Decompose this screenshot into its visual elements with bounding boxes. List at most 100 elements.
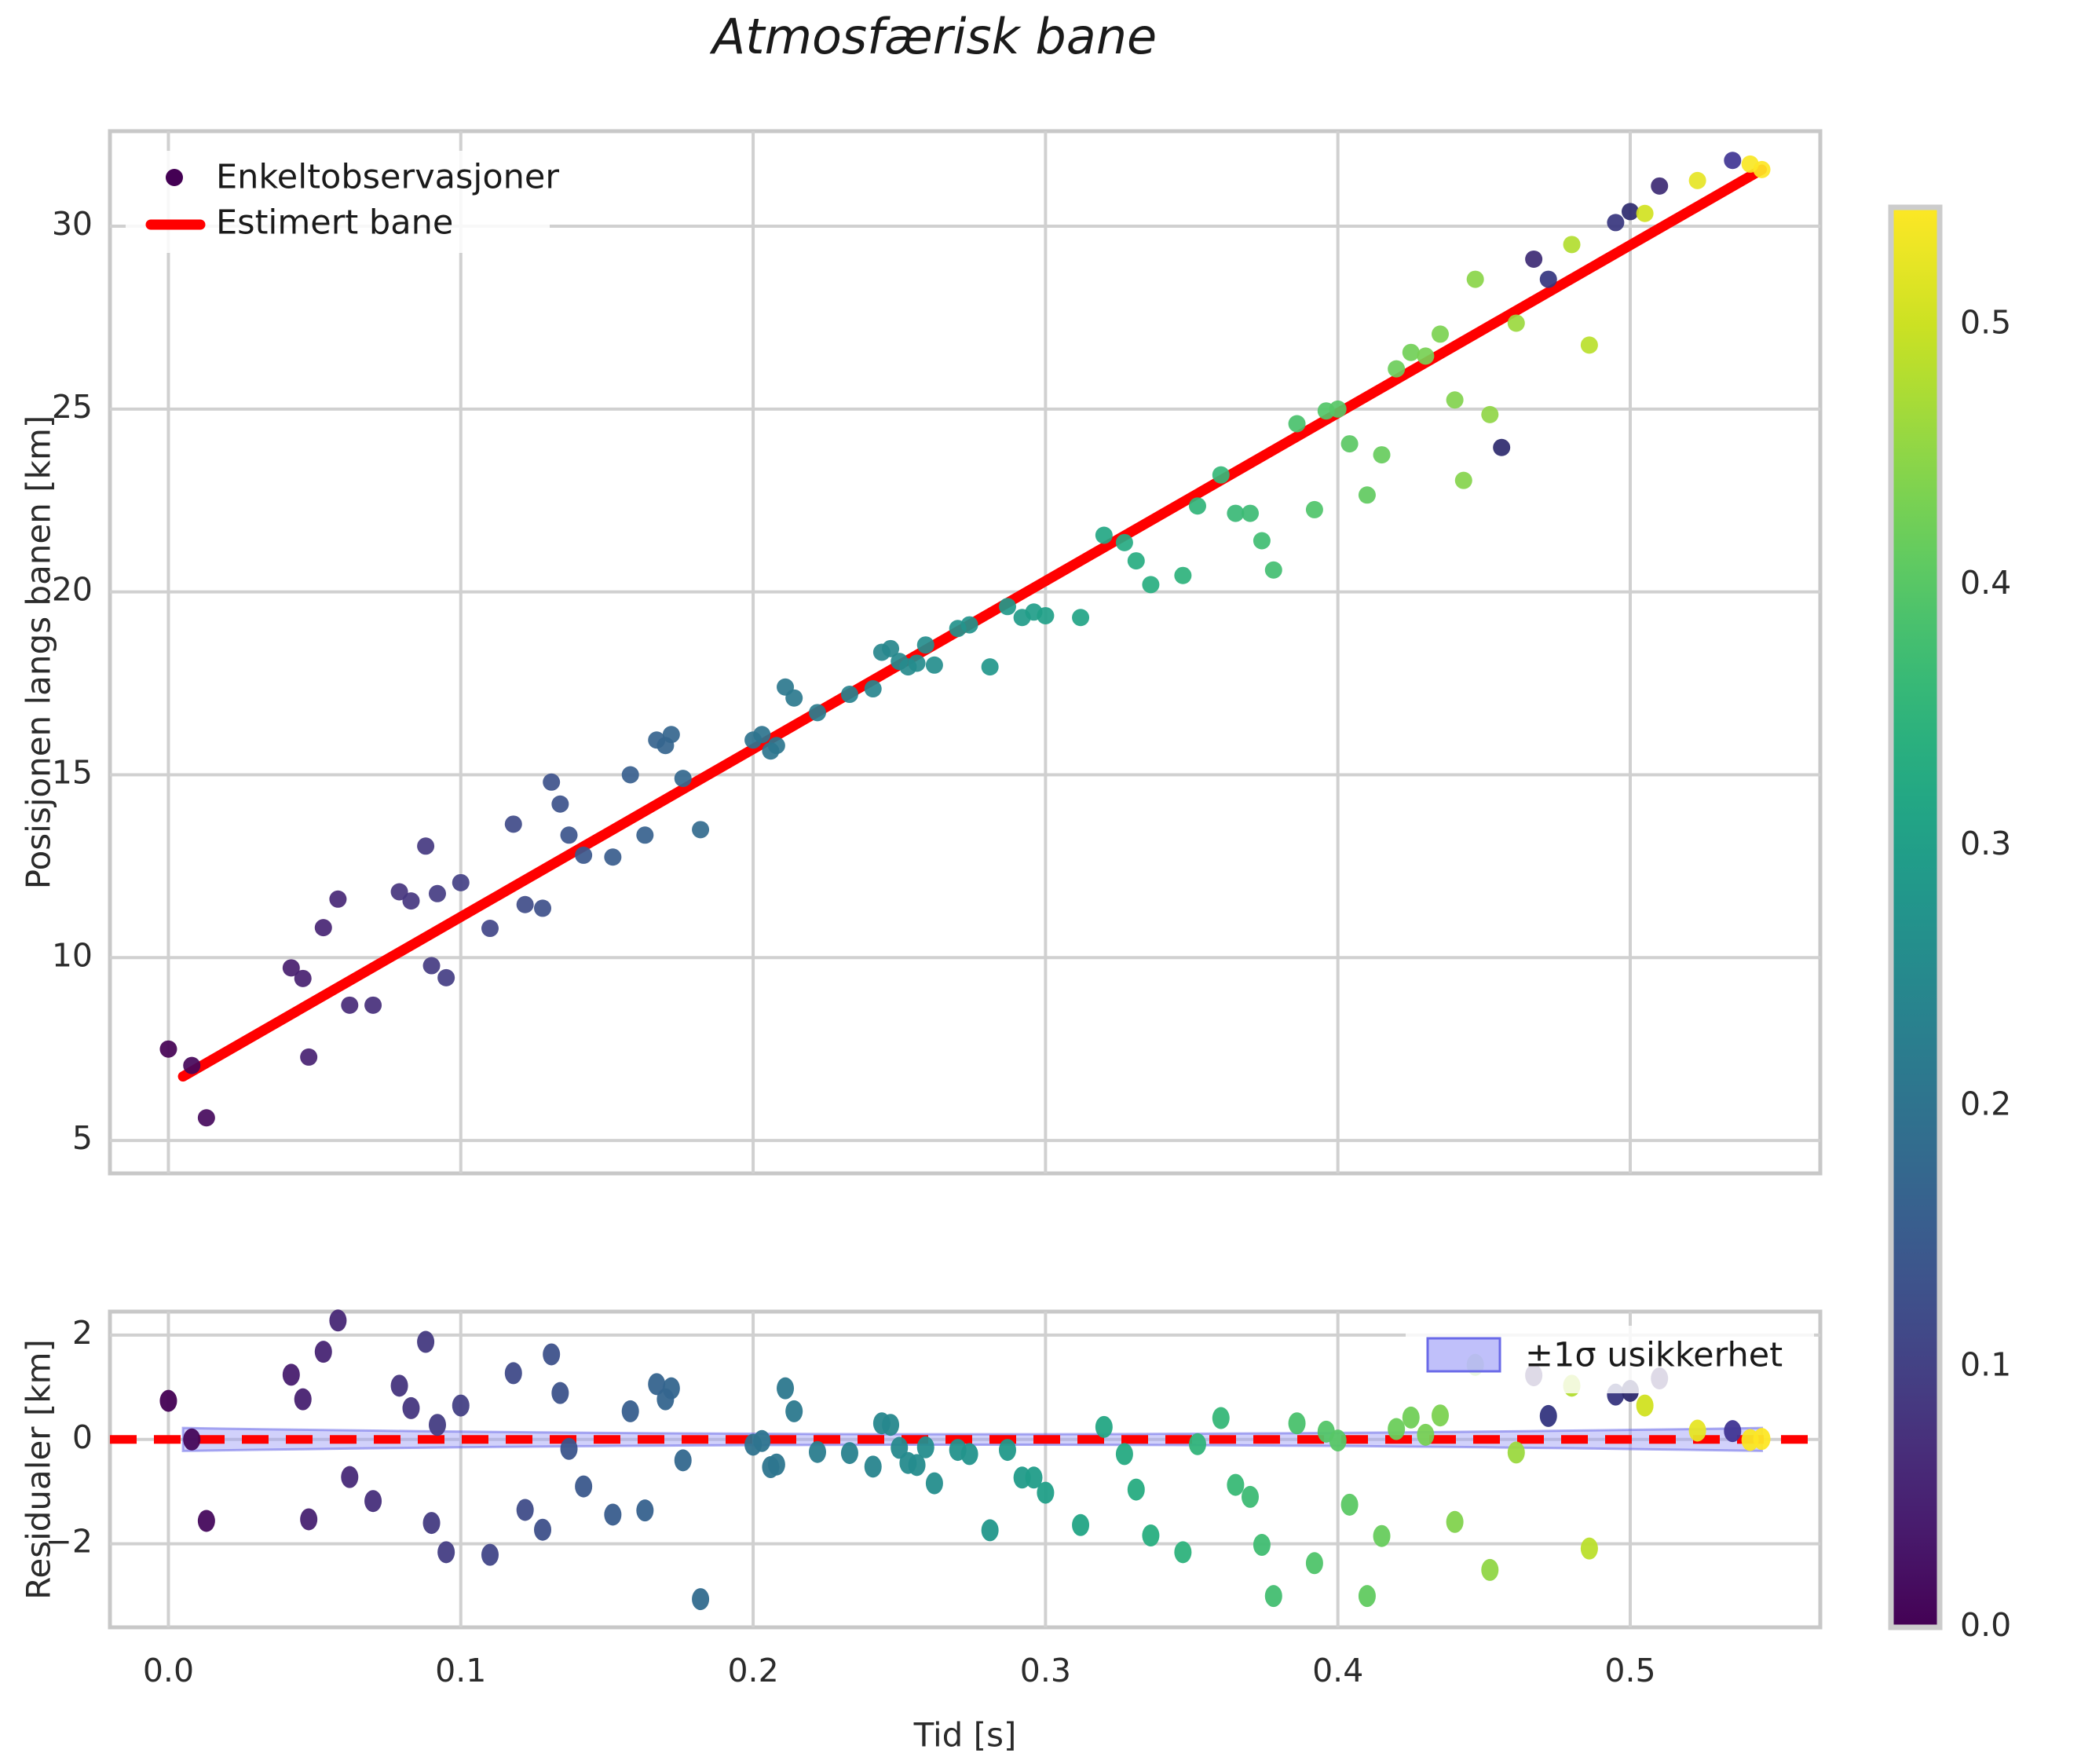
resid-point [364, 1490, 382, 1513]
resid-point [864, 1455, 882, 1478]
resid-point [1188, 1433, 1206, 1455]
resid-point [621, 1400, 639, 1422]
resid-point [998, 1439, 1016, 1462]
scatter-point [159, 1040, 177, 1058]
scatter-point [1188, 497, 1206, 515]
resid-point [390, 1374, 408, 1397]
resid-point [159, 1389, 177, 1412]
scatter-point [543, 773, 561, 791]
resid-ylabel: Residualer [km] [20, 1339, 58, 1600]
colorbar-tick-label: 0.2 [1960, 1085, 2011, 1123]
scatter-point [1724, 152, 1742, 170]
scatter-point [636, 826, 654, 844]
scatter-point [341, 996, 359, 1014]
scatter-point [504, 815, 522, 833]
legend-marker-band [1426, 1337, 1501, 1373]
xtick-label: 0.4 [1312, 1652, 1363, 1689]
resid-point [882, 1414, 900, 1436]
scatter-point [282, 959, 300, 977]
resid-point [1446, 1510, 1464, 1533]
resid-point [534, 1518, 552, 1541]
scatter-point [1446, 391, 1464, 409]
resid-point [692, 1588, 710, 1611]
scatter-point [437, 968, 455, 986]
scatter-point [1688, 171, 1706, 189]
scatter-point [1651, 177, 1669, 195]
scatter-point [1264, 561, 1282, 579]
resid-point [282, 1363, 300, 1386]
colorbar-tick-label: 0.4 [1960, 564, 2011, 602]
colorbar-tick-label: 0.0 [1960, 1606, 2011, 1644]
scatter-point [1525, 250, 1543, 268]
scatter-point [1127, 552, 1145, 570]
resid-point [1340, 1493, 1359, 1516]
resid-point [1388, 1418, 1406, 1440]
resid-point [960, 1443, 978, 1466]
resid-point [504, 1362, 522, 1385]
scatter-point [1563, 236, 1581, 254]
scatter-point [422, 957, 441, 975]
scatter-point [981, 658, 999, 676]
resid-point [1253, 1534, 1271, 1557]
resid-point [753, 1429, 771, 1452]
scatter-point [1432, 325, 1449, 343]
scatter-point [908, 654, 926, 672]
resid-point [1095, 1415, 1113, 1438]
scatter-point [481, 920, 499, 938]
colorbar-tick-label: 0.3 [1960, 825, 2011, 862]
resid-point [1580, 1537, 1598, 1560]
colorbar-tick-label: 0.1 [1960, 1345, 2011, 1383]
scatter-point [1753, 160, 1771, 178]
xtick-label: 0.2 [727, 1652, 778, 1689]
scatter-point [1481, 405, 1499, 423]
resid-point [1227, 1473, 1245, 1496]
x-axis-label: Tid [s] [913, 1716, 1017, 1755]
resid-point [402, 1396, 420, 1419]
main-ytick-label: 15 [52, 753, 93, 791]
scatter-point [1095, 526, 1113, 544]
scatter-point [840, 686, 858, 704]
resid-point [1358, 1585, 1376, 1608]
scatter-point [516, 895, 534, 913]
scatter-point [692, 821, 710, 839]
scatter-point [300, 1048, 318, 1066]
main-ytick-label: 30 [52, 205, 93, 243]
scatter-point [1174, 566, 1192, 584]
scatter-point [925, 656, 943, 674]
resid-point [1432, 1404, 1449, 1427]
scatter-point [1373, 446, 1391, 464]
scatter-point [785, 689, 803, 707]
main-ytick-label: 10 [52, 936, 93, 974]
legend-label-usikkerhet: ±1σ usikkerhet [1525, 1336, 1783, 1375]
scatter-point [1242, 504, 1259, 522]
scatter-point [662, 726, 680, 744]
resid-point [1539, 1404, 1557, 1427]
resid-point [777, 1377, 795, 1400]
scatter-point [1454, 471, 1472, 489]
scatter-point [1329, 400, 1347, 418]
legend-label-estimert-bane: Estimert bane [216, 203, 453, 243]
scatter-point [1305, 500, 1323, 518]
scatter-point [364, 996, 382, 1014]
scatter-point [1115, 533, 1133, 551]
scatter-point [1212, 466, 1230, 484]
resid-point [1127, 1478, 1145, 1501]
resid-point [452, 1394, 470, 1417]
resid-ytick-label: 0 [72, 1418, 93, 1456]
main-legend-box [126, 151, 550, 253]
scatter-point [1493, 438, 1511, 456]
scatter-point [1037, 606, 1055, 624]
resid-point [636, 1499, 654, 1522]
scatter-point [1580, 336, 1598, 354]
resid-point [1724, 1420, 1742, 1443]
resid-point [1142, 1524, 1160, 1547]
scatter-point [1072, 609, 1090, 627]
scatter-point [428, 884, 446, 902]
resid-point [329, 1309, 347, 1332]
scatter-point [767, 737, 785, 755]
scatter-point [452, 873, 470, 891]
resid-point [981, 1519, 999, 1542]
resid-point [1329, 1429, 1347, 1452]
scatter-point [753, 726, 771, 744]
